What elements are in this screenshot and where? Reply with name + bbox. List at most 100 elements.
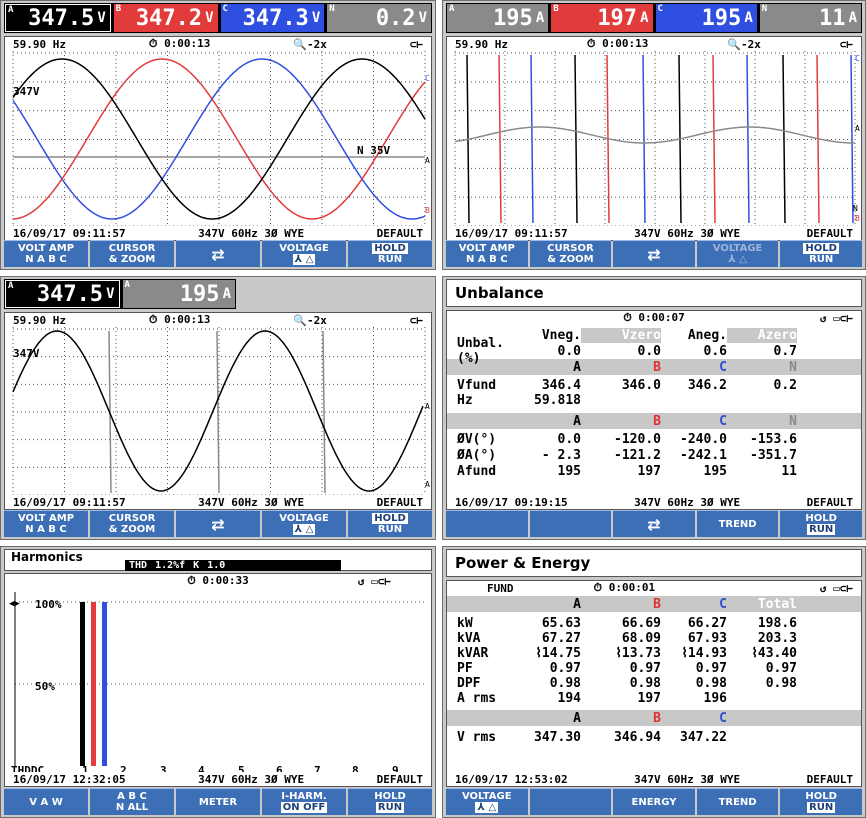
softkey-volt-amp[interactable]: VOLT AMP N A B C bbox=[4, 510, 88, 537]
trace-label-c: C bbox=[425, 74, 430, 83]
softkey-hold-run[interactable]: HOLD RUN bbox=[780, 510, 862, 537]
svg-text:7: 7 bbox=[314, 764, 321, 774]
meter-header: ⏱ 0:00:07 ↺ ▭⊂⊢ bbox=[447, 311, 861, 325]
table-row: ØA(°) - 2.3 -121.2 -242.1 -351.7 bbox=[457, 447, 797, 463]
softkey-cursor-zoom[interactable]: CURSOR & ZOOM bbox=[529, 240, 612, 267]
clock-icon: ⏱ bbox=[623, 311, 632, 324]
voltage-readings-bar: A 347.5 V B 347.2 V C 347.3 V N 0.2 V bbox=[4, 3, 432, 33]
table-row: DPF 0.98 0.98 0.98 0.98 bbox=[457, 676, 797, 691]
softkey-voltage[interactable]: VOLTAGE ⅄ △ bbox=[262, 240, 346, 267]
power-table: A B C Total kW 65.63 66.69 66.27 198.6 kVA 67.27 6… bbox=[447, 596, 861, 746]
clock-icon: ⏱ bbox=[148, 313, 158, 326]
unbalance-panel: Unbalance ⏱ 0:00:07 ↺ ▭⊂⊢ Vneg. Vzero Aneg… bbox=[442, 276, 866, 540]
meter-footer: 16/09/17 09:19:15 347V 60Hz 3Ø WYE DEFAULT bbox=[447, 495, 861, 509]
move-arrows-icon: ⇄ bbox=[647, 514, 661, 534]
scope-screen: 59.90 Hz ⏱ 0:00:13 🔍-2x ⊂⊢ C A N B 16/09… bbox=[446, 36, 862, 241]
table-row: kVA 67.27 68.09 67.93 203.3 bbox=[457, 631, 797, 646]
scope-grid bbox=[12, 51, 426, 228]
softkey-hold-run[interactable]: HOLD RUN bbox=[348, 788, 432, 815]
scope-header: 59.90 Hz ⏱ 0:00:13 🔍-2x ⊂⊢ bbox=[447, 37, 861, 51]
unbalance-screen: ⏱ 0:00:07 ↺ ▭⊂⊢ Vneg. Vzero Aneg. Azero Unb… bbox=[446, 310, 862, 510]
table-row: A rms 194 197 196 bbox=[457, 691, 727, 706]
softkey-i-harm[interactable]: I-HARM. ON OFF bbox=[262, 788, 346, 815]
x-tick-labels: THDDC 1 2 3 4 5 6 7 8 9 bbox=[11, 764, 399, 774]
scope-screen: 59.90 Hz ⏱ 0:00:13 🔍-2x ⊂⊢ 347V A A 16/0… bbox=[4, 312, 432, 510]
softkey-empty-1[interactable] bbox=[446, 510, 528, 537]
softkey-voltage[interactable]: VOLTAGE ⅄ △ bbox=[696, 240, 779, 267]
status-icons: ↺ ▭⊂⊢ bbox=[819, 581, 853, 595]
softkey-cursor-zoom[interactable]: CURSOR & ZOOM bbox=[90, 510, 174, 537]
table-row: Unbal.(%) 0.0 0.0 0.6 0.7 bbox=[457, 336, 797, 366]
svg-text:2: 2 bbox=[120, 764, 127, 774]
softkey-hold-run[interactable]: HOLD RUN bbox=[348, 240, 432, 267]
softkey-move[interactable]: ⇄ bbox=[176, 240, 260, 267]
voltage-waveform-plot: 347V N 35V A B C bbox=[12, 51, 430, 228]
harmonics-screen: ⏱ 0:00:33 ↺ ▭⊂⊢ 100% 50% THDDC 1 2 3 4 5 6 7 8 9 … bbox=[4, 573, 432, 787]
unbalance-table: Vneg. Vzero Aneg. Azero Unbal.(%) 0.0 0.0 0.6 0… bbox=[447, 327, 861, 479]
reading-n: N 11 A bbox=[759, 4, 861, 32]
scope-footer: 16/09/17 09:11:57 347V 60Hz 3Ø WYE DEFAULT bbox=[5, 495, 431, 509]
clock-icon: ⏱ bbox=[148, 37, 158, 50]
svg-text:1: 1 bbox=[82, 764, 89, 774]
trace-label-a: A bbox=[425, 402, 430, 411]
table-row: kW 65.63 66.69 66.27 198.6 bbox=[457, 616, 797, 631]
reading-n: N 0.2 V bbox=[327, 4, 431, 32]
y-tick-50: 50% bbox=[35, 680, 55, 693]
softkey-trend[interactable]: TREND bbox=[696, 510, 779, 537]
softkey-volt-amp[interactable]: VOLT AMP N A B C bbox=[446, 240, 528, 267]
softkey-meter[interactable]: METER bbox=[176, 788, 260, 815]
softkey-hold-run[interactable]: HOLD RUN bbox=[780, 788, 862, 815]
softkey-voltage[interactable]: VOLTAGE ⅄ △ bbox=[262, 510, 346, 537]
softkey-hold-run[interactable]: HOLD RUN bbox=[780, 240, 862, 267]
current-scope-panel: A 195 A B 197 A C 195 A N 11 A 59.90 Hz ⏱ 0:00:1… bbox=[442, 0, 866, 270]
softkey-hold-run[interactable]: HOLD RUN bbox=[348, 510, 432, 537]
trace-label-b: B bbox=[425, 206, 430, 215]
zoom-level: 🔍-2x bbox=[727, 37, 761, 51]
meter-header: ⏱ 0:00:33 ↺ ▭⊂⊢ bbox=[5, 574, 431, 588]
softkey-cursor-zoom[interactable]: CURSOR & ZOOM bbox=[90, 240, 174, 267]
elapsed-time: ⏱ 0:00:01 bbox=[593, 581, 656, 594]
softkey-volt-amp[interactable]: VOLT AMP N A B C bbox=[4, 240, 88, 267]
meter-footer: 16/09/17 12:32:05 347V 60Hz 3Ø WYE DEFAULT bbox=[5, 772, 431, 786]
elapsed-time: ⏱ 0:00:13 bbox=[148, 37, 211, 50]
softkey-bar: VOLT AMP N A B C CURSOR & ZOOM ⇄ VOLTAGE ⅄ … bbox=[4, 510, 432, 537]
table-row: kVAR ⌇14.75 ⌇13.73 ⌇14.93 ⌇43.40 bbox=[457, 646, 797, 661]
svg-text:8: 8 bbox=[352, 764, 359, 774]
page-title: Unbalance bbox=[446, 279, 862, 307]
softkey-trend[interactable]: TREND bbox=[696, 788, 779, 815]
reading-c: C 347.3 V bbox=[220, 4, 325, 32]
scope-grid bbox=[454, 51, 856, 228]
softkey-move[interactable]: ⇄ bbox=[613, 240, 695, 267]
svg-text:9: 9 bbox=[392, 764, 399, 774]
page-title: Power & Energy bbox=[446, 549, 862, 577]
y-tick-100: 100% bbox=[35, 598, 62, 611]
reading-a: A 347.5 V bbox=[5, 4, 111, 32]
softkey-bar: VOLT AMP N A B C CURSOR & ZOOM ⇄ VOLTAGE ⅄ … bbox=[446, 240, 862, 267]
clock-icon: ⏱ bbox=[187, 574, 196, 587]
scale-label: 347V bbox=[13, 85, 40, 98]
trace-label-a: A bbox=[425, 156, 430, 165]
softkey-move[interactable]: ⇄ bbox=[613, 510, 695, 537]
zoom-level: 🔍-2x bbox=[293, 313, 327, 327]
scope-footer: 16/09/17 09:11:57 347V 60Hz 3Ø WYE DEFAULT bbox=[5, 226, 431, 240]
softkey-move[interactable]: ⇄ bbox=[176, 510, 260, 537]
softkey-energy[interactable]: ENERGY bbox=[613, 788, 695, 815]
neutral-label: N 35V bbox=[357, 144, 390, 157]
softkey-v-a-w[interactable]: V A W bbox=[4, 788, 88, 815]
zoom-icon: 🔍 bbox=[293, 313, 307, 327]
softkey-empty-2[interactable] bbox=[529, 510, 612, 537]
softkey-voltage[interactable]: VOLTAGE ⅄ △ bbox=[446, 788, 528, 815]
scope-grid bbox=[12, 327, 426, 497]
softkey-empty[interactable] bbox=[529, 788, 612, 815]
softkey-bar: ⇄ TREND HOLD RUN bbox=[446, 510, 862, 537]
softkey-bar: VOLTAGE ⅄ △ ENERGY TREND HOLD RUN bbox=[446, 788, 862, 815]
svg-text:3: 3 bbox=[160, 764, 167, 774]
scope-header: 59.90 Hz ⏱ 0:00:13 🔍-2x ⊂⊢ bbox=[5, 37, 431, 51]
chart-grid bbox=[15, 601, 425, 685]
current-readings-bar: A 195 A B 197 A C 195 A N 11 A bbox=[446, 3, 862, 33]
table-row: Afund 195 197 195 11 bbox=[457, 463, 797, 479]
